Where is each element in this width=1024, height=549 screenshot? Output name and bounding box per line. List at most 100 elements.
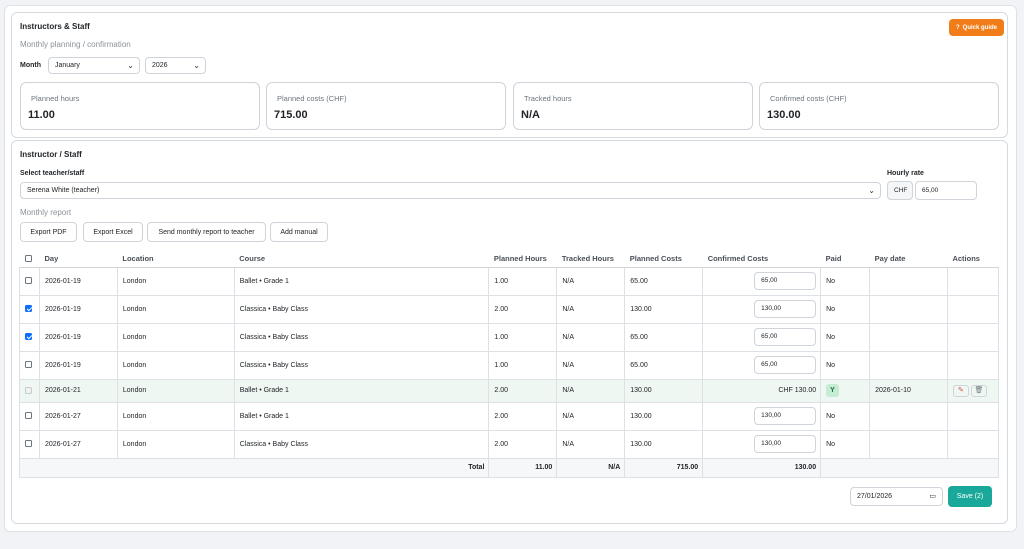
cell-actions [946, 401, 1000, 431]
stat-planned-costs: Planned costs (CHF) 715.00 [266, 82, 506, 130]
total-planned-costs: 715.00 [624, 457, 704, 478]
total-planned-hours: 11.00 [488, 457, 558, 478]
cell-course: Classica • Baby Class [233, 322, 490, 352]
cell-location: London [116, 401, 235, 431]
hourly-rate-input[interactable]: 65,00 [915, 181, 977, 200]
export-pdf-button[interactable]: Export PDF [20, 222, 77, 242]
cell-planned: 2.00 [488, 294, 558, 324]
table-row: 2026-01-27 London Classica • Baby Class … [19, 429, 1000, 459]
currency-addon: CHF [887, 181, 913, 200]
col-confirmed-costs[interactable]: Confirmed Costs [702, 250, 821, 268]
cell-pay-date [869, 401, 948, 431]
cell-actions [946, 429, 1000, 459]
add-manual-button[interactable]: Add manual [270, 222, 328, 242]
page-subtitle: Monthly planning / confirmation [20, 40, 131, 49]
total-confirmed-costs: 130.00 [702, 457, 822, 478]
chevron-down-icon: ⌄ [193, 61, 200, 70]
table-row: 2026-01-19 London Ballet • Grade 1 1.00 … [19, 266, 1000, 296]
select-all-checkbox[interactable] [24, 255, 32, 263]
row-checkbox-disabled [25, 386, 32, 394]
cell-planned: 2.00 [488, 401, 558, 431]
hourly-rate-label: Hourly rate [887, 170, 924, 177]
cell-location: London [116, 294, 235, 324]
cell-planned-cost: 65.00 [624, 350, 704, 380]
row-checkbox[interactable] [25, 305, 32, 313]
row-checkbox[interactable] [25, 333, 32, 341]
cell-paid: No [820, 429, 871, 459]
col-pay-date[interactable]: Pay date [869, 250, 948, 268]
row-checkbox[interactable] [25, 412, 32, 420]
cell-location: London [116, 350, 235, 380]
cell-planned-cost: 130.00 [624, 294, 704, 324]
select-all-header[interactable] [19, 250, 40, 268]
total-label: Total [18, 457, 490, 478]
send-report-button[interactable]: Send monthly report to teacher [147, 222, 266, 242]
stat-confirmed-costs: Confirmed costs (CHF) 130.00 [759, 82, 999, 130]
confirmed-cost-input[interactable]: 65,00 [754, 272, 817, 290]
chevron-down-icon: ⌄ [868, 186, 875, 195]
col-tracked-hours[interactable]: Tracked Hours [556, 250, 625, 268]
confirmed-cost-input[interactable]: 130,00 [754, 300, 817, 318]
confirmed-cost-input[interactable]: 130,00 [754, 435, 817, 453]
cell-pay-date [869, 322, 948, 352]
col-day[interactable]: Day [39, 250, 118, 268]
cell-pay-date [869, 350, 948, 380]
stat-tracked-hours: Tracked hours N/A [513, 82, 753, 130]
cell-tracked: N/A [556, 322, 626, 352]
month-label: Month [20, 62, 41, 69]
month-select[interactable]: January ⌄ [48, 57, 140, 74]
col-location[interactable]: Location [117, 250, 235, 268]
col-planned-hours[interactable]: Planned Hours [488, 250, 557, 268]
monthly-report-label: Monthly report [20, 208, 72, 217]
cell-planned-cost: 130.00 [624, 378, 704, 403]
question-icon: ? [955, 24, 960, 31]
cell-pay-date [869, 266, 948, 296]
cell-actions [946, 294, 1000, 324]
cell-course: Ballet • Grade 1 [233, 266, 490, 296]
col-paid[interactable]: Paid [820, 250, 870, 268]
cell-location: London [116, 322, 235, 352]
cell-day: 2026-01-27 [38, 429, 118, 459]
year-select[interactable]: 2026 ⌄ [145, 57, 206, 74]
cell-course: Classica • Baby Class [233, 294, 490, 324]
calendar-icon[interactable]: ▭ [929, 493, 936, 500]
cell-pay-date [869, 429, 948, 459]
cell-tracked: N/A [556, 378, 626, 403]
table-header-row: Day Location Course Planned Hours Tracke… [19, 250, 999, 268]
cell-planned-cost: 65.00 [624, 266, 704, 296]
cell-location: London [116, 429, 235, 459]
row-checkbox[interactable] [25, 277, 32, 285]
teacher-select[interactable]: Serena White (teacher) ⌄ [20, 182, 881, 199]
cell-day: 2026-01-19 [38, 350, 118, 380]
staff-title: Instructor / Staff [20, 150, 82, 159]
cell-day: 2026-01-19 [38, 294, 118, 324]
quick-guide-button[interactable]: ? Quick guide [949, 19, 1004, 36]
cell-tracked: N/A [556, 294, 626, 324]
confirmed-cost-input[interactable]: 65,00 [754, 328, 817, 346]
cell-location: London [116, 378, 235, 403]
confirmed-cost-input[interactable]: 130,00 [754, 407, 817, 425]
row-checkbox[interactable] [25, 440, 32, 448]
col-course[interactable]: Course [234, 250, 489, 268]
cell-day: 2026-01-19 [38, 266, 118, 296]
trash-icon[interactable]: 🗑 [970, 384, 987, 397]
save-button[interactable]: Save (2) [948, 486, 992, 507]
pay-date-input[interactable]: 27/01/2026 ▭ [850, 487, 943, 506]
cell-course: Classica • Baby Class [233, 350, 490, 380]
confirmed-cost-input[interactable]: 65,00 [754, 356, 817, 374]
table-row-paid: 2026-01-21 London Ballet • Grade 1 2.00 … [19, 378, 1000, 403]
select-teacher-label: Select teacher/staff [20, 170, 85, 177]
cell-actions [946, 322, 1000, 352]
table-row: 2026-01-19 London Classica • Baby Class … [19, 322, 1000, 352]
table-row: 2026-01-19 London Classica • Baby Class … [19, 350, 1000, 380]
edit-icon[interactable]: ✎ [952, 384, 969, 397]
cell-planned: 1.00 [488, 350, 558, 380]
page-title: Instructors & Staff [20, 22, 90, 31]
col-planned-costs[interactable]: Planned Costs [624, 250, 703, 268]
cell-confirmed-cost: CHF 130.00 [702, 378, 822, 403]
export-excel-button[interactable]: Export Excel [83, 222, 143, 242]
total-row: Total 11.00 N/A 715.00 130.00 [18, 457, 999, 478]
cell-planned: 1.00 [488, 322, 558, 352]
row-checkbox[interactable] [25, 361, 32, 369]
cell-tracked: N/A [556, 266, 626, 296]
